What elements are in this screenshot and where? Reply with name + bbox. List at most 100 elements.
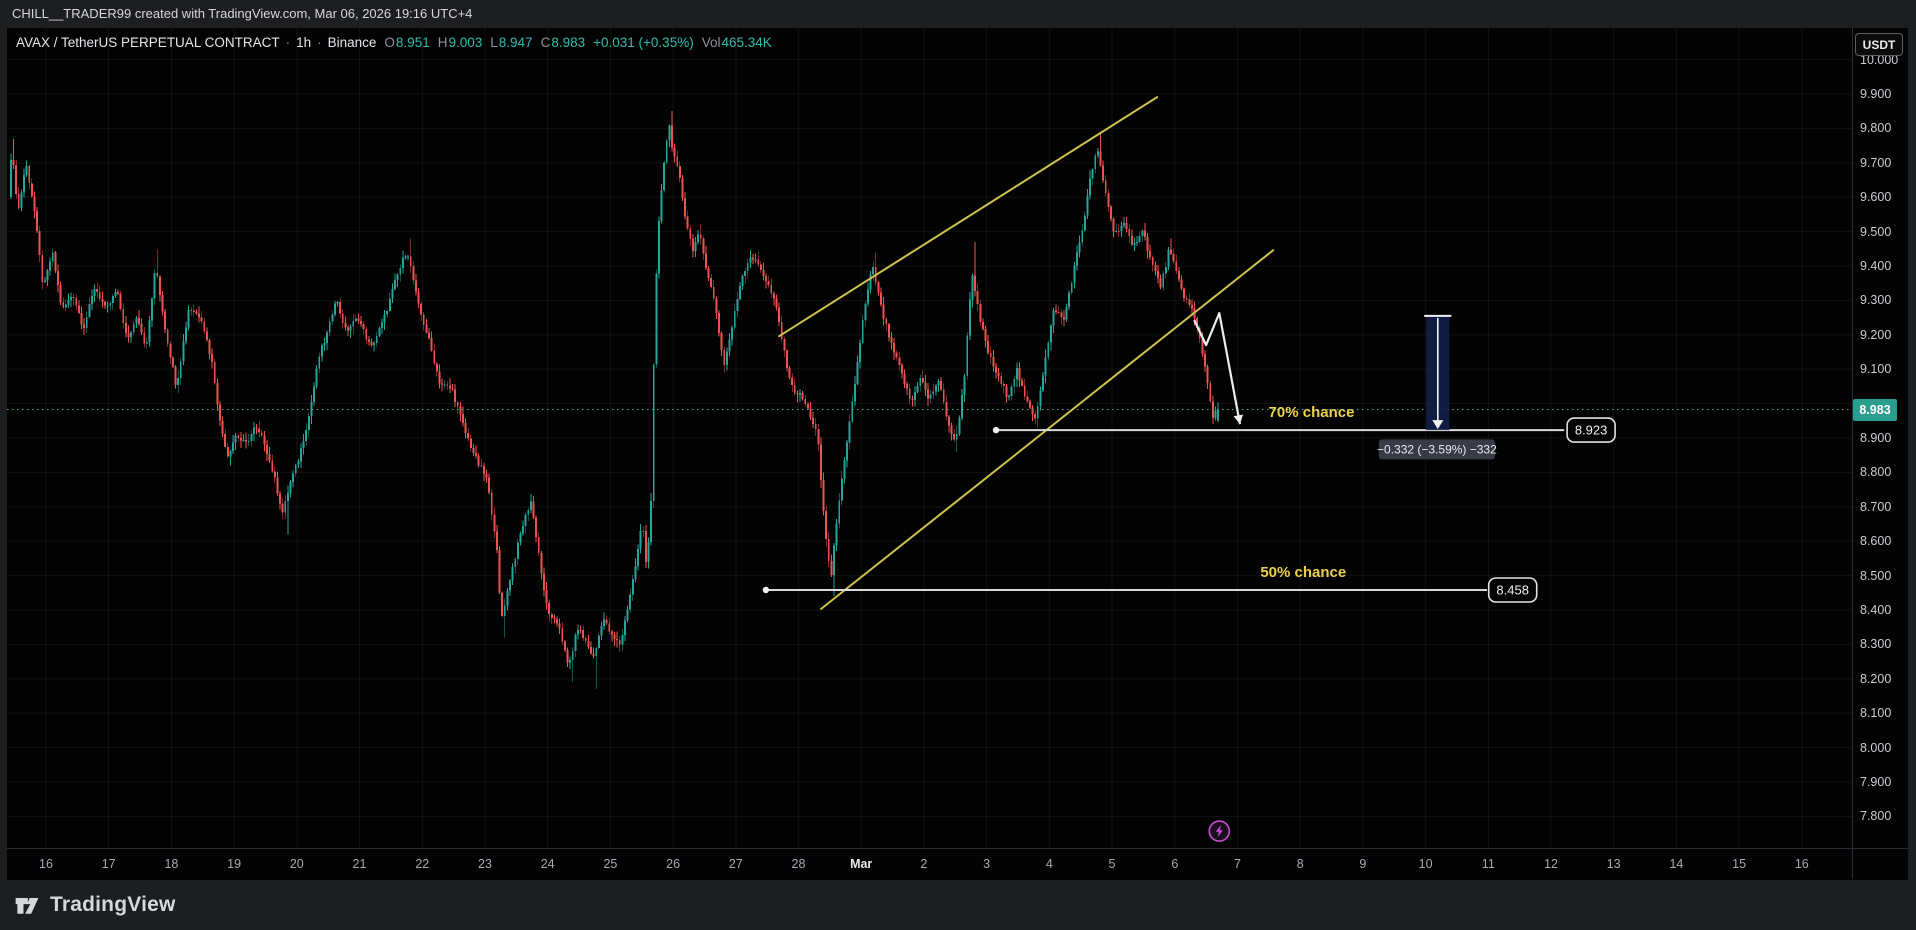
- svg-text:70% chance: 70% chance: [1269, 404, 1355, 421]
- price-axis-label: 9.200: [1860, 327, 1892, 342]
- time-axis-label: 24: [540, 857, 555, 871]
- price-axis-label: 9.400: [1860, 259, 1892, 273]
- price-axis-label: 10.000: [1860, 52, 1899, 67]
- legend-symbol[interactable]: AVAX / TetherUS PERPETUAL CONTRACT: [16, 34, 280, 50]
- time-axis-label: 6: [1171, 857, 1179, 871]
- price-axis-label: 8.200: [1860, 671, 1892, 686]
- price-axis-label: 9.100: [1860, 362, 1892, 377]
- time-axis-label: 16: [1794, 857, 1809, 871]
- volume-value: 465.34K: [721, 34, 772, 50]
- high-label: H: [437, 34, 448, 50]
- time-axis-label: 16: [39, 857, 53, 871]
- price-range-measure-tool[interactable]: [1424, 314, 1452, 431]
- close-label: C: [540, 34, 551, 50]
- price-axis-label: 8.400: [1860, 603, 1892, 617]
- time-axis-label: 14: [1669, 857, 1684, 871]
- time-axis-label: 2: [920, 857, 928, 871]
- time-axis-label: 17: [101, 857, 116, 871]
- volume-label: Vol: [701, 34, 721, 50]
- down-arrow-drawing[interactable]: [1193, 312, 1243, 425]
- price-axis-label: 8.800: [1860, 465, 1892, 480]
- price-axis-label: 9.300: [1860, 293, 1892, 308]
- lightning-marker-icon[interactable]: [1208, 820, 1231, 842]
- time-axis-label: 7: [1234, 857, 1241, 871]
- grid-layer: [7, 28, 1852, 848]
- price-axis-label: 8.600: [1860, 534, 1892, 549]
- time-scale[interactable]: 16 17 18 19 20 21 22 23 24 25 26 27 28 Mar 2 3 4 5 6 7 8 9 10 1…: [7, 848, 1908, 880]
- time-axis-label: 3: [983, 857, 991, 871]
- legend-exchange[interactable]: Binance: [327, 34, 377, 50]
- time-axis-label: 18: [164, 857, 179, 871]
- price-axis-label: 8.500: [1860, 568, 1892, 583]
- open-label: O: [384, 34, 395, 50]
- legend-separator: ·: [285, 34, 291, 50]
- price-axis-label: 8.900: [1860, 431, 1892, 445]
- time-axis-label: 9: [1359, 857, 1367, 871]
- time-axis-label: 12: [1544, 857, 1558, 871]
- candlestick-series: [9, 111, 1220, 690]
- trendline-upper[interactable]: [778, 96, 1159, 338]
- axis-separator: [1852, 28, 1853, 879]
- time-axis-label: 13: [1606, 857, 1621, 871]
- price-axis-label: 9.800: [1860, 121, 1892, 136]
- symbol-legend: AVAX / TetherUS PERPETUAL CONTRACT · 1h …: [16, 33, 772, 51]
- time-axis-label: Mar: [850, 857, 873, 871]
- last-price-badge: 8.983: [1853, 398, 1897, 421]
- time-axis-label: 11: [1481, 857, 1495, 871]
- chart-plot-area[interactable]: 8.923 8.458 −0.332 (−3.59%) −332 70% cha…: [7, 28, 1852, 848]
- chart-shell: 8.923 8.458 −0.332 (−3.59%) −332 70% cha…: [7, 28, 1908, 880]
- low-value: 8.947: [498, 34, 533, 50]
- footer-bar: TradingView: [0, 879, 1916, 930]
- price-axis-label: 7.900: [1860, 775, 1892, 789]
- price-axis-label: 8.700: [1860, 499, 1892, 514]
- price-axis-label: 8.300: [1860, 637, 1892, 652]
- time-axis-label: 26: [666, 857, 681, 871]
- price-scale[interactable]: 7.800 7.900 8.000 8.100 8.200 8.300 8.400 8.500…: [1852, 28, 1908, 879]
- svg-text:50% chance: 50% chance: [1260, 564, 1346, 581]
- attribution-text: CHILL__TRADER99 created with TradingView…: [12, 6, 473, 21]
- currency-toggle-button[interactable]: USDT: [1855, 33, 1903, 56]
- attribution-bar: CHILL__TRADER99 created with TradingView…: [0, 0, 1916, 28]
- tradingview-logo[interactable]: TradingView: [13, 879, 176, 930]
- time-axis-label: 8: [1296, 857, 1304, 871]
- time-axis-label: 27: [728, 857, 743, 871]
- horizontal-ray-8923[interactable]: [992, 426, 1565, 434]
- price-axis-label: 9.700: [1860, 155, 1892, 170]
- time-axis-label: 10: [1418, 857, 1433, 871]
- svg-text:8.923: 8.923: [1575, 423, 1608, 438]
- tradingview-logo-icon: [15, 897, 39, 914]
- price-axis-label: 8.100: [1860, 706, 1892, 721]
- legend-separator: ·: [317, 34, 322, 50]
- time-axis-label: 4: [1045, 857, 1053, 871]
- measure-value-label: −0.332 (−3.59%) −332: [1377, 439, 1497, 460]
- time-axis-label: 28: [791, 857, 806, 871]
- high-value: 9.003: [448, 34, 483, 50]
- time-axis-label: 23: [478, 857, 492, 871]
- chance-50-text[interactable]: 50% chance: [1260, 564, 1346, 581]
- time-axis-label: 25: [603, 857, 618, 871]
- price-axis-label: 9.600: [1860, 190, 1892, 205]
- legend-timeframe[interactable]: 1h: [296, 34, 312, 50]
- chance-70-text[interactable]: 70% chance: [1269, 404, 1355, 421]
- time-axis-label: 15: [1732, 857, 1747, 871]
- time-axis-label: 20: [289, 857, 304, 871]
- price-axis-label: 9.900: [1860, 87, 1892, 101]
- price-label-8923[interactable]: 8.923: [1566, 417, 1616, 443]
- svg-text:8.458: 8.458: [1496, 583, 1529, 598]
- svg-text:−0.332 (−3.59%) −332: −0.332 (−3.59%) −332: [1377, 442, 1497, 456]
- open-value: 8.951: [395, 34, 430, 50]
- time-axis-label: 22: [415, 857, 430, 871]
- low-label: L: [490, 34, 498, 50]
- tradingview-wordmark: TradingView: [50, 892, 176, 916]
- price-axis-label: 9.500: [1860, 224, 1892, 239]
- time-axis-label: 21: [352, 857, 367, 871]
- price-axis-label: 7.800: [1860, 809, 1892, 824]
- price-label-8458[interactable]: 8.458: [1487, 577, 1538, 603]
- time-axis-label: 5: [1108, 857, 1116, 871]
- close-value: 8.983: [551, 34, 586, 50]
- price-axis-label: 8.000: [1860, 740, 1892, 755]
- change-value: +0.031 (+0.35%): [593, 34, 694, 50]
- horizontal-ray-8458[interactable]: [762, 586, 1487, 594]
- time-axis-label: 19: [227, 857, 242, 871]
